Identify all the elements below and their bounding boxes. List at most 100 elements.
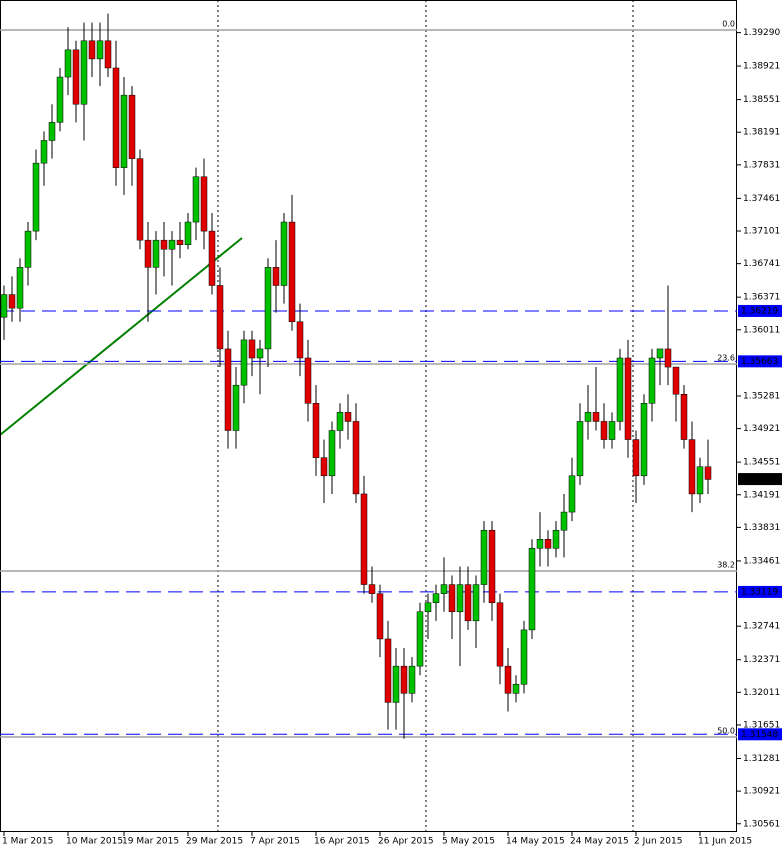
x-tick-label: 7 Apr 2015 [250, 837, 300, 847]
x-tick-label: 10 Mar 2015 [66, 837, 123, 847]
candle-body [584, 412, 592, 422]
candle-body [696, 466, 704, 495]
candle-body [544, 539, 552, 549]
candle-body [144, 239, 152, 268]
level-label: 1.33119 [741, 587, 778, 597]
candle-body [280, 221, 288, 286]
candle-body [208, 230, 216, 286]
x-tick-label: 2 Jun 2015 [634, 837, 682, 847]
y-tick-label: 1.30921 [743, 787, 780, 797]
candle-body [424, 602, 432, 613]
candle-body [328, 430, 336, 477]
x-tick-label: 5 May 2015 [442, 837, 495, 847]
fib-label: 0.0 [722, 19, 735, 28]
candle-body [368, 584, 376, 594]
x-tick-label: 19 Mar 2015 [122, 837, 179, 847]
fib-label: 38.2 [717, 560, 735, 569]
y-tick-label: 1.39290 [743, 28, 780, 38]
candle-body [648, 357, 656, 404]
candle-body [24, 230, 32, 268]
candle-body [8, 294, 16, 309]
candle-body [160, 239, 168, 250]
candle-body [360, 493, 368, 585]
candle-body [80, 40, 88, 105]
y-tick-label: 1.32741 [743, 622, 780, 632]
candle-body [224, 348, 232, 431]
candle-body [528, 548, 536, 631]
y-tick-label: 1.34921 [743, 424, 780, 434]
y-tick-label: 1.37101 [743, 227, 780, 237]
x-tick-label: 24 May 2015 [570, 837, 629, 847]
y-tick-label: 1.36741 [743, 259, 780, 269]
candle-body [344, 412, 352, 422]
candle-body [320, 457, 328, 477]
y-tick-label: 1.36011 [743, 325, 780, 335]
x-tick-label: 26 Apr 2015 [378, 837, 434, 847]
candle-body [472, 584, 480, 622]
y-tick-label: 1.33831 [743, 523, 780, 533]
candle-body [248, 339, 256, 359]
candle-body [536, 539, 544, 549]
y-tick-label: 1.34191 [743, 490, 780, 500]
candle-body [456, 584, 464, 613]
y-tick-label: 1.35281 [743, 391, 780, 401]
candle-body [560, 511, 568, 531]
candle-body [640, 403, 648, 477]
y-tick-label: 1.36371 [743, 293, 780, 303]
candle-body [200, 176, 208, 232]
x-tick-label: 11 Jun 2015 [698, 837, 752, 847]
x-tick-label: 14 May 2015 [506, 837, 565, 847]
level-label: 1.34364 [741, 475, 778, 485]
level-box [738, 473, 782, 486]
level-label: 1.31548 [741, 730, 778, 740]
candle-body [104, 40, 112, 69]
candle-body [96, 40, 104, 60]
candle-body [256, 348, 264, 359]
candle-body [32, 162, 40, 232]
y-tick-label: 1.33461 [743, 556, 780, 566]
candle-body [264, 267, 272, 350]
candle-body [352, 421, 360, 495]
candle-body [576, 421, 584, 477]
candle-body [600, 421, 608, 440]
candle-body [16, 267, 24, 309]
candle-body [680, 393, 688, 440]
candle-body [0, 294, 8, 318]
candle-body [408, 665, 416, 694]
y-tick-label: 1.30561 [743, 819, 780, 829]
candle-body [376, 593, 384, 640]
y-tick-label: 1.31651 [743, 720, 780, 730]
candle-body [232, 384, 240, 431]
candle-body [120, 94, 128, 168]
candle-body [288, 221, 296, 322]
candle-body [216, 285, 224, 350]
candle-body [504, 665, 512, 694]
y-tick-label: 1.38551 [743, 95, 780, 105]
candle-body [72, 49, 80, 105]
candle-body [512, 684, 520, 694]
candle-body [184, 221, 192, 245]
candle-body [568, 475, 576, 513]
x-tick-label: 16 Apr 2015 [314, 837, 370, 847]
candle-body [192, 176, 200, 223]
fib-label: 23.6 [717, 353, 735, 362]
level-label: 1.36219 [741, 306, 778, 316]
candle-body [336, 412, 344, 431]
fib-label: 50.0 [717, 727, 735, 736]
candle-body [664, 348, 672, 368]
y-tick-label: 1.32371 [743, 655, 780, 665]
candle-body [40, 140, 48, 164]
level-label: 1.35663 [741, 357, 778, 367]
y-tick-label: 1.37461 [743, 194, 780, 204]
candle-body [304, 357, 312, 404]
candle-body [168, 239, 176, 250]
candle-body [128, 94, 136, 159]
candle-body [632, 439, 640, 477]
candle-body [552, 529, 560, 549]
candle-body [688, 439, 696, 495]
candle-body [384, 638, 392, 703]
y-tick-label: 1.38921 [743, 62, 780, 72]
candle-body [48, 122, 56, 141]
candle-body [152, 239, 160, 268]
